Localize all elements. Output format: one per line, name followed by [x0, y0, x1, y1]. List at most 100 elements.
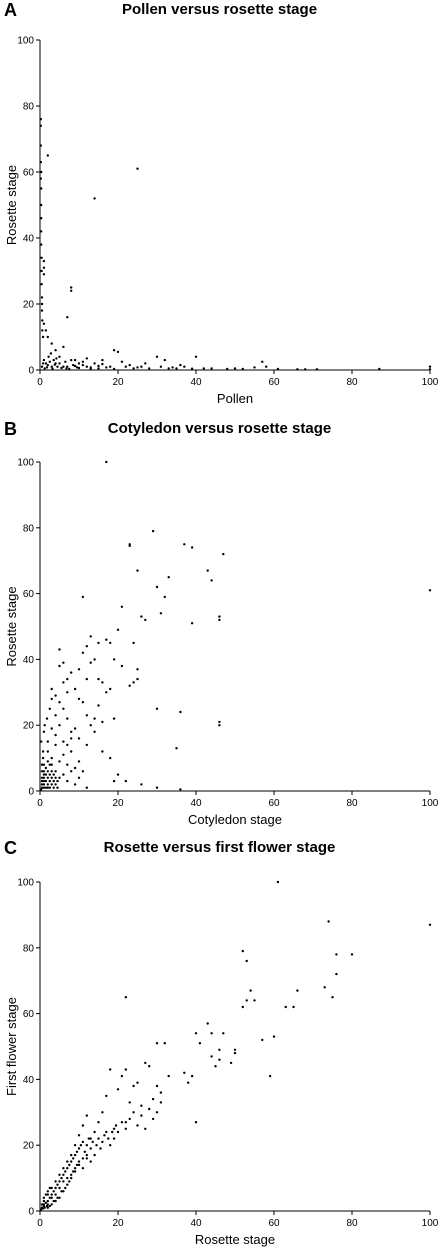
data-point: [68, 1163, 71, 1167]
data-point: [81, 1140, 85, 1144]
data-point: [81, 651, 85, 654]
data-point: [128, 1101, 131, 1104]
scatter-plot: 0 20 40 60 80 100 0 20 40 60 80 100 Rosette stage Fir…: [4, 878, 439, 1248]
data-point: [140, 1114, 143, 1117]
data-point: [48, 773, 51, 776]
data-point: [50, 687, 53, 691]
data-point: [97, 1137, 100, 1140]
data-point: [66, 1176, 69, 1180]
data-point: [132, 1111, 135, 1114]
data-point: [93, 1130, 96, 1134]
data-point: [136, 1081, 139, 1084]
x-tick-label: 0: [37, 1218, 43, 1229]
data-point: [428, 589, 432, 592]
data-point: [183, 1071, 186, 1074]
data-point: [233, 1051, 237, 1055]
data-point: [132, 681, 135, 684]
data-point: [73, 358, 77, 362]
data-point: [70, 358, 73, 362]
data-point: [187, 1081, 190, 1084]
data-point: [44, 779, 48, 783]
data-point: [58, 664, 61, 668]
data-point: [105, 1094, 108, 1098]
data-point: [46, 760, 49, 763]
data-point: [276, 367, 280, 371]
data-point: [58, 1186, 61, 1190]
data-point: [45, 1204, 49, 1208]
data-point: [109, 641, 112, 645]
data-point: [73, 1144, 77, 1147]
data-point: [167, 367, 170, 370]
data-point: [40, 269, 43, 273]
data-point: [39, 144, 42, 147]
data-point: [66, 691, 69, 694]
data-point: [52, 786, 55, 789]
data-point: [296, 989, 299, 992]
data-point: [49, 352, 53, 355]
data-point: [218, 1058, 221, 1061]
panel-b: B Cotyledon versus rosette stage 0 20 40 60…: [0, 419, 439, 831]
data-point: [43, 367, 46, 370]
data-point: [40, 1203, 44, 1206]
data-point: [81, 363, 85, 367]
data-point: [155, 585, 159, 589]
data-point: [194, 1032, 198, 1035]
data-point: [39, 177, 42, 180]
data-point: [58, 1173, 61, 1176]
data-point: [70, 671, 73, 674]
data-point: [85, 1157, 89, 1160]
data-point: [97, 704, 100, 707]
data-point: [93, 362, 96, 365]
data-point: [111, 1130, 114, 1134]
data-point: [54, 694, 57, 697]
data-point: [52, 1199, 55, 1203]
x-tick-label: 100: [422, 377, 439, 388]
data-point: [124, 1068, 128, 1071]
data-point: [55, 357, 58, 360]
data-point: [89, 1137, 92, 1140]
data-point: [140, 615, 143, 618]
data-point: [72, 363, 75, 367]
x-tick-label: 100: [422, 1218, 439, 1229]
data-point: [75, 366, 79, 369]
data-point: [58, 1196, 61, 1199]
x-tick-label: 40: [190, 377, 202, 388]
x-tick-label: 80: [346, 377, 358, 388]
data-point: [54, 1186, 57, 1190]
data-point: [50, 770, 53, 773]
data-point: [109, 756, 112, 760]
data-point: [42, 786, 46, 789]
data-point: [175, 747, 178, 750]
y-tick-label: 40: [23, 234, 35, 245]
data-point: [183, 543, 186, 546]
data-point: [77, 776, 81, 779]
data-point: [93, 717, 96, 720]
y-tick-label: 20: [23, 1141, 35, 1152]
data-point: [272, 1035, 276, 1038]
data-point: [40, 302, 44, 306]
data-point: [54, 733, 57, 737]
data-point: [190, 367, 194, 370]
data-point: [44, 773, 48, 776]
data-point: [171, 366, 174, 369]
data-point: [85, 365, 89, 368]
data-point: [46, 786, 49, 789]
data-point: [41, 335, 45, 339]
data-point: [241, 1005, 244, 1009]
data-point: [140, 783, 143, 786]
data-point: [77, 1147, 81, 1150]
data-point: [43, 1206, 46, 1209]
data-point: [229, 1061, 233, 1065]
data-point: [190, 622, 194, 625]
data-point: [77, 1160, 81, 1163]
data-point: [62, 365, 65, 368]
data-point: [159, 1101, 163, 1104]
data-point: [70, 730, 73, 733]
data-point: [60, 1176, 63, 1180]
data-point: [249, 989, 252, 992]
data-point: [101, 358, 104, 362]
data-point: [62, 707, 65, 710]
data-point: [428, 368, 432, 371]
data-point: [77, 366, 81, 370]
y-tick-label: 0: [28, 366, 34, 377]
